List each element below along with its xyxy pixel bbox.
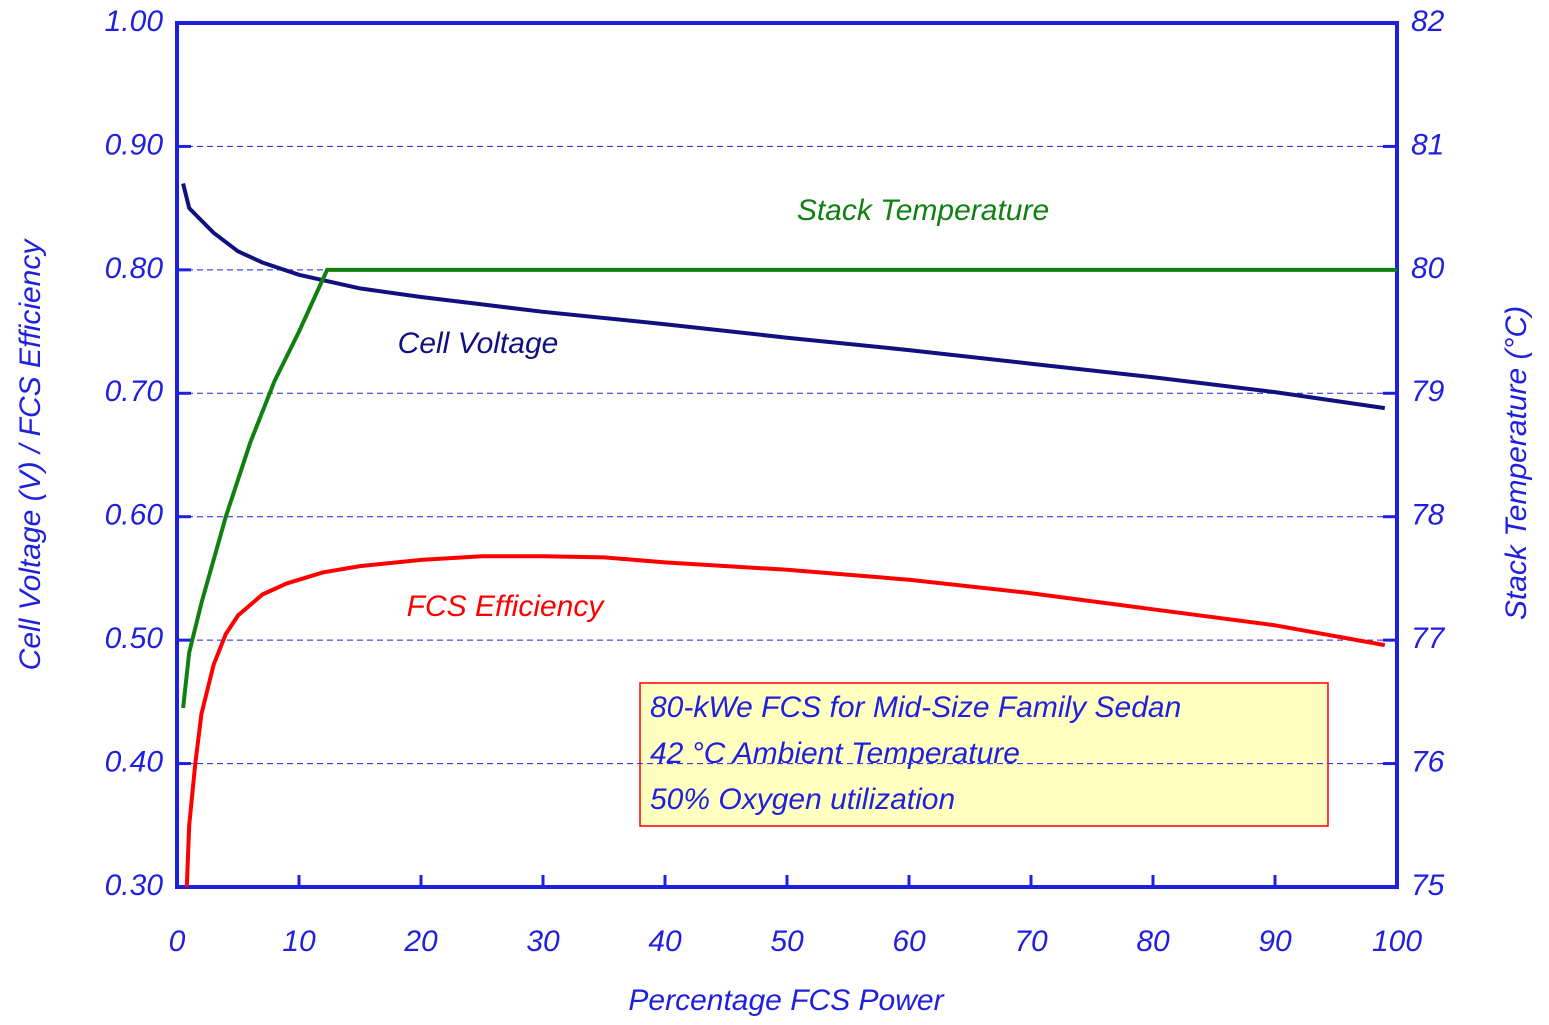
- note: 50% Oxygen utilization: [650, 783, 955, 816]
- line: [184, 554, 1386, 888]
- x-tick-label: 40: [648, 925, 682, 958]
- x-axis-label: Percentage FCS Power: [628, 984, 944, 1017]
- x-tick-label: 100: [1372, 925, 1422, 958]
- y-axis-label: Cell Voltage (V) / FCS Efficiency: [14, 238, 47, 671]
- x-tick-label: 0: [169, 925, 186, 958]
- series-label: Cell Voltage: [398, 327, 559, 360]
- note-box: [639, 682, 1329, 827]
- x-tick-label: 60: [892, 925, 926, 958]
- note: 80-kWe FCS for Mid-Size Family Sedan: [650, 691, 1181, 724]
- y2-tick-label: 81: [1411, 128, 1444, 161]
- y2-tick-label: 77: [1411, 622, 1446, 655]
- line: [181, 183, 1386, 411]
- x-tick-label: 10: [282, 925, 316, 958]
- y2-tick-label: 78: [1411, 499, 1445, 532]
- series-label: Stack Temperature: [797, 194, 1049, 227]
- x-tick-label: 50: [770, 925, 804, 958]
- x-tick-label: 30: [526, 925, 560, 958]
- y-tick-label: 0.50: [105, 622, 164, 655]
- x-tick-label: 90: [1258, 925, 1292, 958]
- y-tick-label: 1.00: [105, 5, 164, 38]
- y2-tick-label: 82: [1411, 5, 1445, 38]
- y2-tick-label: 75: [1411, 869, 1445, 902]
- y-tick-label: 0.60: [105, 499, 164, 532]
- y2-tick-label: 76: [1411, 745, 1445, 778]
- x-tick-label: 70: [1014, 925, 1048, 958]
- line: [181, 267, 1397, 709]
- x-tick-label: 20: [403, 925, 438, 958]
- note: 42 °C Ambient Temperature: [650, 737, 1020, 770]
- series-label: FCS Efficiency: [407, 590, 606, 623]
- y-tick-label: 0.90: [105, 128, 164, 161]
- y2-tick-label: 79: [1411, 375, 1445, 408]
- y-tick-label: 0.40: [105, 745, 164, 778]
- y2-axis-label: Stack Temperature (°C): [1500, 306, 1533, 620]
- y2-tick-label: 80: [1411, 252, 1445, 285]
- plot-frame: [175, 21, 1399, 889]
- y-tick-label: 0.80: [105, 252, 164, 285]
- y-tick-label: 0.70: [105, 375, 164, 408]
- x-tick-label: 80: [1136, 925, 1170, 958]
- y-tick-label: 0.30: [105, 869, 164, 902]
